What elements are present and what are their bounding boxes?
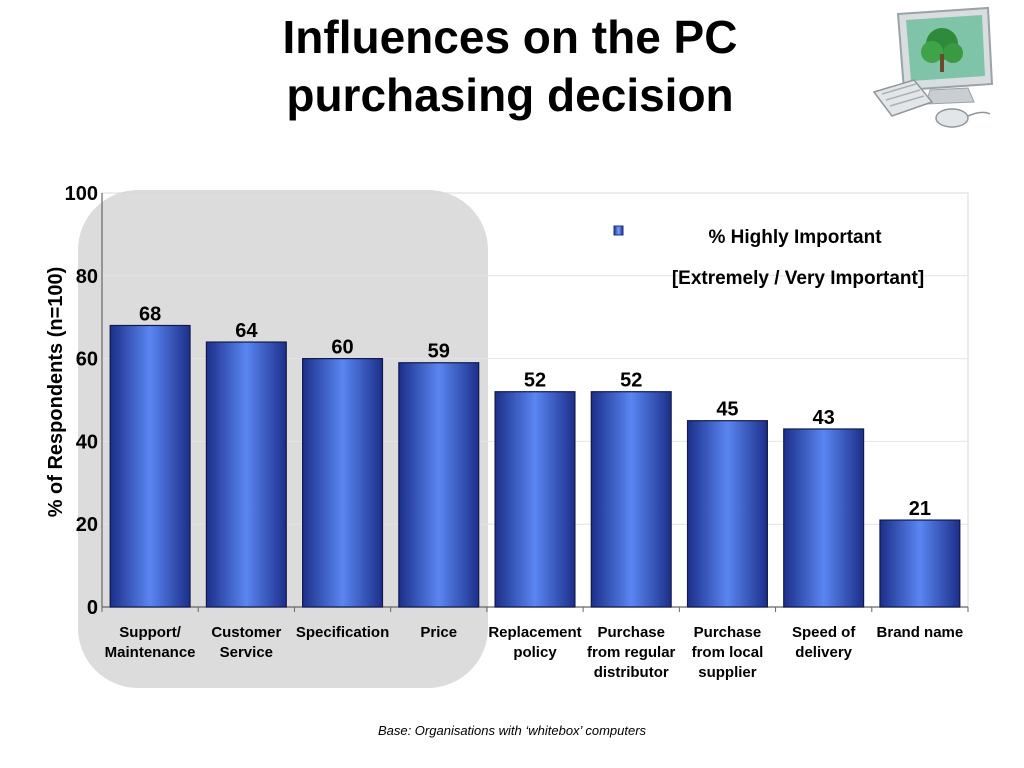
data-label-7: 43 (813, 407, 835, 429)
y-tick-label-60: 60 (76, 349, 98, 371)
x-tick-label-line: policy (513, 644, 557, 661)
data-label-1: 64 (235, 320, 258, 342)
legend-label: % Highly Important (708, 227, 882, 248)
y-axis-title: % of Respondents (n=100) (45, 267, 67, 518)
legend-swatch (613, 225, 624, 236)
x-tick-label-3: Price (420, 624, 457, 641)
x-tick-label-line: Brand name (877, 624, 964, 641)
x-tick-label-1: Customer Service (211, 624, 281, 661)
x-tick-label-6: Purchase from local supplier (692, 624, 764, 681)
data-label-6: 45 (716, 399, 738, 421)
bars (109, 324, 961, 608)
x-tick-label-line: Specification (296, 624, 389, 641)
page-title: Influences on the PC purchasing decision (200, 8, 820, 124)
x-tick-label-line: Customer (211, 624, 281, 641)
data-label-5: 52 (620, 370, 642, 392)
y-tick-label-0: 0 (87, 597, 98, 619)
x-tick-labels: Support/Maintenance Customer Service Specif… (105, 624, 964, 681)
x-tick-label-line: distributor (594, 664, 669, 681)
bar-8 (879, 519, 961, 608)
data-label-2: 60 (331, 337, 353, 359)
y-tick-label-20: 20 (76, 514, 98, 536)
x-tick-label-line: from local (692, 644, 764, 661)
bar-5 (590, 391, 672, 608)
footnote: Base: Organisations with ‘whitebox’ comp… (377, 723, 647, 738)
x-tick-label-4: Replacement policy (488, 624, 581, 661)
bar-1 (205, 341, 287, 608)
data-label-3: 59 (428, 341, 450, 363)
bar-6 (686, 420, 768, 608)
x-tick-label-line: Service (220, 644, 273, 661)
x-tick-label-line: delivery (795, 644, 852, 661)
x-tick-label-0: Support/Maintenance (105, 624, 196, 661)
desktop-computer-icon (872, 6, 994, 128)
data-label-8: 21 (909, 498, 931, 520)
x-tick-label-line: Maintenance (105, 644, 196, 661)
bar-7 (783, 428, 865, 608)
x-tick-label-line: supplier (698, 664, 757, 681)
bar-3 (398, 362, 480, 608)
legend-note: [Extremely / Very Important] (672, 268, 924, 289)
data-label-0: 68 (139, 303, 161, 325)
y-tick-label-40: 40 (76, 431, 98, 453)
bar-4 (494, 391, 576, 608)
y-tick-label-80: 80 (76, 266, 98, 288)
data-labels: 68 64 60 59 52 52 45 43 21 (139, 303, 931, 520)
page-title-line-2: purchasing decision (286, 69, 734, 121)
page-title-line-1: Influences on the PC (282, 11, 738, 63)
bar-2 (302, 358, 384, 608)
x-tick-label-7: Speed of delivery (792, 624, 856, 661)
x-tick-label-line: Replacement (488, 624, 581, 641)
x-tick-label-2: Specification (296, 624, 389, 641)
legend: % Highly Important [Extremely / Very Imp… (613, 225, 924, 289)
x-tick-label-line: from regular (587, 644, 676, 661)
x-tick-label-line: Support/ (119, 624, 181, 641)
x-tick-label-line: Purchase (694, 624, 762, 641)
y-tick-label-100: 100 (65, 183, 98, 205)
x-tick-label-line: Purchase (597, 624, 665, 641)
data-label-4: 52 (524, 370, 546, 392)
bar-0 (109, 324, 191, 608)
x-tick-label-line: Speed of (792, 624, 856, 641)
x-tick-label-5: Purchase from regular distributor (587, 624, 676, 681)
x-tick-label-8: Brand name (877, 624, 964, 641)
y-tick-labels: 0 20 40 60 80 100 (65, 183, 98, 619)
x-tick-label-line: Price (420, 624, 457, 641)
